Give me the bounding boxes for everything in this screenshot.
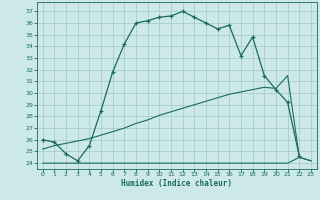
X-axis label: Humidex (Indice chaleur): Humidex (Indice chaleur) xyxy=(121,179,232,188)
